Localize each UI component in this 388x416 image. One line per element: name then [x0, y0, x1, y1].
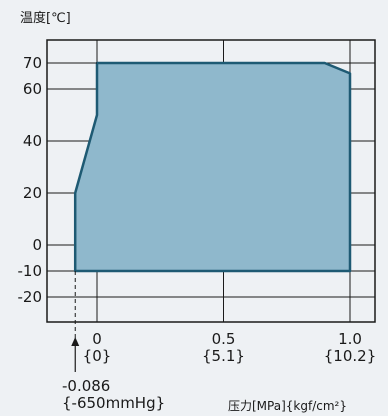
- x-tick-label: 0.5: [212, 330, 236, 348]
- marker-sublabel: {-650mmHg}: [62, 394, 165, 412]
- y-tick-labels: 70 60 40 20 0 -10 -20: [18, 54, 43, 306]
- y-tick-label: 20: [23, 184, 42, 202]
- y-tick-label: 60: [23, 80, 42, 98]
- region-polygon: [73, 61, 352, 273]
- y-tick-label: 40: [23, 132, 42, 150]
- y-tick-label: -10: [18, 262, 43, 280]
- x-tick-label: 1.0: [338, 330, 362, 348]
- x-tick-sublabel: {0}: [83, 347, 112, 365]
- vacuum-marker: -0.086{-650mmHg}: [62, 337, 165, 412]
- y-tick-label: 0: [32, 236, 42, 254]
- operating-region: [73, 61, 352, 273]
- x-tick-label: 0: [92, 330, 102, 348]
- x-tick-sublabel: {10.2}: [324, 347, 377, 365]
- y-axis-label: 温度[℃]: [20, 10, 71, 26]
- x-tick-labels: 0{0} 0.5{5.1} 1.0{10.2}: [83, 330, 377, 365]
- y-tick-label: -20: [18, 288, 43, 306]
- x-axis-label: 压力[MPa]{kgf/cm²}: [228, 399, 347, 413]
- marker-arrow-head: [71, 337, 80, 346]
- plot-frame: [46, 39, 376, 323]
- y-tick-label: 70: [23, 54, 42, 72]
- x-tick-sublabel: {5.1}: [202, 347, 245, 365]
- guide-lines: [47, 62, 97, 340]
- marker-label: -0.086: [62, 377, 110, 395]
